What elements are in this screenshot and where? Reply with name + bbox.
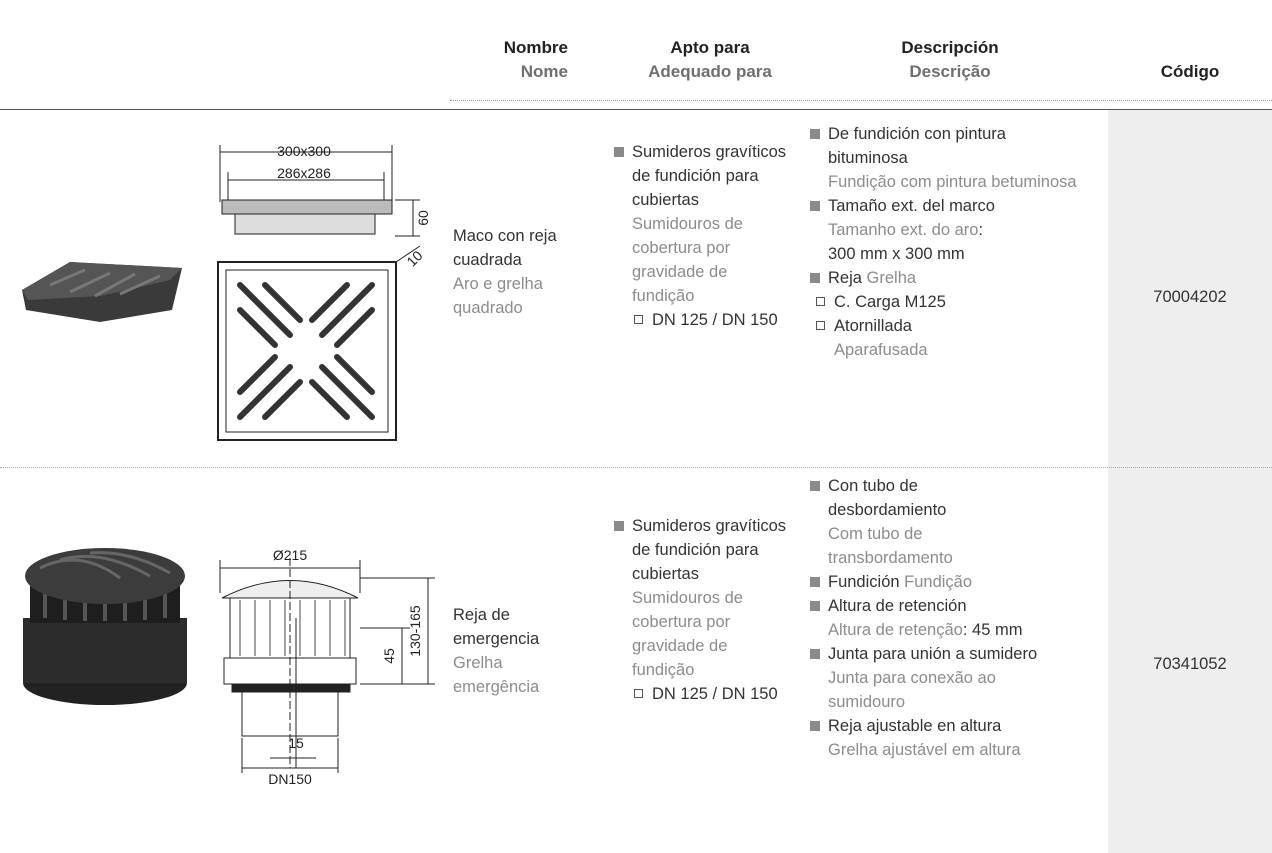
sub-item: DN 125 / DN 150 [632,682,790,706]
technical-drawing [219,558,435,773]
name-pt: Grelha emergência [453,654,540,696]
bullet-item: Reja ajustable en altura Grelha ajustável… [808,714,1104,762]
product-name: Reja de emergencia Grelha emergência [453,603,593,699]
bullet-item: Junta para unión a sumidero Junta para co… [808,642,1104,714]
bullet-item: Fundición Fundição [808,570,1104,594]
desc-sep: : [978,221,984,239]
desc-pt: Tamanho ext. do aro [828,221,979,239]
dimension-label: 300x300 [277,143,331,159]
desc-es: Reja ajustable en altura [828,717,1002,735]
header-es: Nombre [503,38,568,57]
suitable-pt: Sumidouros de cobertura por gravidade de… [632,215,743,305]
column-header: Nombre Nome [440,36,568,84]
suitable-es: Sumideros gravíticos de fundición para c… [632,517,787,583]
desc-pt: Grelha [866,269,917,287]
product-name: Maco con reja cuadrada Aro e grelha quadr… [453,224,593,320]
desc-es: Fundición [828,573,900,591]
desc-pt: Com tubo de transbordamento [828,525,953,567]
header-pt: Adequado para [648,62,772,81]
product-code: 70004202 [1153,288,1227,306]
product-photo [22,262,182,322]
dimension-label: DN150 [268,771,312,787]
dimension-label: 10 [403,247,425,269]
desc-es: Tamaño ext. del marco [828,197,995,215]
column-header: Descripción Descrição [850,36,1050,84]
header-es: Apto para [670,38,750,57]
description: De fundición con pintura bituminosa Fundi… [808,122,1104,362]
desc-es: Altura de retención [828,597,967,615]
bullet-item: Sumideros gravíticos de fundición para c… [612,140,790,308]
suitable-for: Sumideros gravíticos de fundición para c… [612,140,790,332]
desc-sub-pt: Aparafusada [834,341,928,359]
desc-value: 300 mm x 300 mm [828,245,965,263]
desc-sub-es: C. Carga M125 [834,293,946,311]
bullet-item: Con tubo de desbordamiento Com tubo de tr… [808,474,1028,570]
row-2-images: Ø215 130-165 45 15 DN150 [23,547,435,787]
column-header: Apto para Adequado para [610,36,810,84]
row-separator [0,467,1272,468]
description: Con tubo de desbordamiento Com tubo de tr… [808,474,1104,762]
header-pt: Descrição [909,62,991,81]
header-pt: Nome [520,62,568,81]
bullet-item: Altura de retención Altura de retenção: 4… [808,594,1104,642]
desc-pt: Fundição [904,573,973,591]
header-rule [450,100,1272,101]
column-header: Código [1108,60,1272,84]
dimension-label: 45 [381,648,397,664]
technical-drawing [217,145,421,441]
sub-item: C. Carga M125 [814,290,1104,314]
name-es: Maco con reja cuadrada [453,227,557,269]
row-1-images: 300x300 286x286 60 10 [22,143,431,441]
product-code: 70341052 [1153,655,1227,673]
suitable-sub: DN 125 / DN 150 [652,311,778,329]
suitable-pt: Sumidouros de cobertura por gravidade de… [632,589,743,679]
bullet-item: Sumideros gravíticos de fundición para c… [612,514,790,682]
header-es: Descripción [901,38,999,57]
desc-es: De fundición con pintura bituminosa [828,125,1006,167]
code-column-bg [1108,110,1272,853]
desc-pt: Fundição com pintura betuminosa [828,173,1077,191]
suitable-sub: DN 125 / DN 150 [652,685,778,703]
sub-item: Atornillada Aparafusada [814,314,1104,362]
bullet-item: De fundición con pintura bituminosa Fundi… [808,122,1088,194]
dimension-label: 60 [415,210,431,226]
name-pt: Aro e grelha quadrado [453,275,543,317]
sub-item: DN 125 / DN 150 [632,308,790,332]
desc-pt: Grelha ajustável em altura [828,741,1021,759]
dimension-label: Ø215 [273,547,307,563]
desc-es: Con tubo de desbordamiento [828,477,947,519]
bullet-item: Tamaño ext. del marco Tamanho ext. do aro… [808,194,1104,266]
desc-detail: : 45 mm [962,621,1023,639]
desc-es: Junta para unión a sumidero [828,645,1038,663]
desc-pt: Altura de retenção [828,621,963,639]
suitable-for: Sumideros gravíticos de fundición para c… [612,514,790,706]
header-es: Código [1160,62,1220,81]
name-es: Reja de emergencia [453,606,540,648]
desc-es: Reja [828,269,862,287]
bullet-item: Reja Grelha [808,266,1104,290]
product-photo [23,548,187,705]
dimension-label: 15 [288,735,304,751]
header-line [0,109,1272,110]
dimension-label: 286x286 [277,165,331,181]
desc-pt: Junta para conexão ao sumidouro [828,669,996,711]
desc-sub-es: Atornillada [834,317,912,335]
suitable-es: Sumideros gravíticos de fundición para c… [632,143,787,209]
dimension-label: 130-165 [407,605,423,657]
